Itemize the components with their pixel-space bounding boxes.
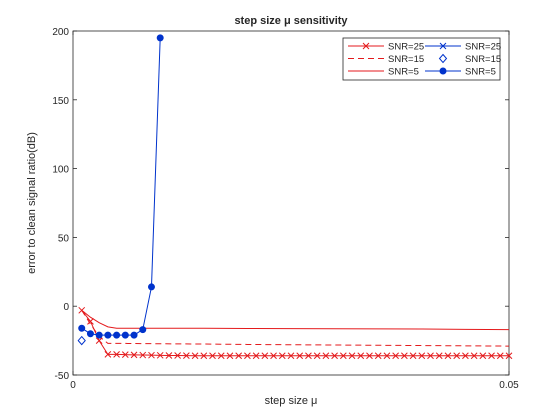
chart-title: step size μ sensitivity — [234, 15, 348, 27]
data-point — [148, 284, 154, 290]
y-tick-label: 50 — [58, 233, 70, 244]
data-point — [157, 35, 163, 41]
y-tick-label: 200 — [52, 27, 69, 38]
legend-label: SNR=15 — [465, 54, 501, 65]
x-axis-label: step size μ — [265, 395, 318, 407]
y-tick-label: 150 — [52, 96, 69, 107]
y-tick-label: 0 — [63, 302, 69, 313]
legend-label: SNR=25 — [388, 42, 424, 53]
data-point — [105, 332, 111, 338]
data-point — [79, 325, 85, 331]
data-point — [131, 332, 137, 338]
data-point — [114, 332, 120, 338]
data-point — [96, 332, 102, 338]
y-axis-label: error to clean signal ratio(dB) — [26, 132, 38, 274]
data-point — [122, 332, 128, 338]
y-tick-label: 100 — [52, 165, 69, 176]
legend-label: SNR=15 — [388, 54, 424, 65]
legend-marker — [440, 68, 446, 74]
legend-label: SNR=25 — [465, 42, 501, 53]
y-tick-label: -50 — [55, 371, 70, 382]
legend-label: SNR=5 — [388, 67, 419, 78]
legend-label: SNR=5 — [465, 67, 496, 78]
x-tick-label: 0.05 — [499, 380, 519, 391]
data-point — [140, 327, 146, 333]
plot-area — [73, 31, 509, 375]
data-point — [87, 331, 93, 337]
x-tick-label: 0 — [70, 380, 76, 391]
